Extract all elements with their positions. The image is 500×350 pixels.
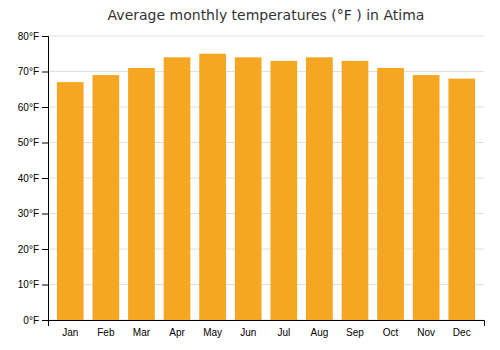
y-tick-mark: [42, 143, 48, 144]
y-tick-mark: [42, 285, 48, 286]
x-tick: Jul: [277, 327, 290, 338]
y-tick-label: 70°F: [18, 66, 39, 77]
y-tick-label: 10°F: [18, 279, 39, 290]
x-tick: Sep: [346, 327, 364, 338]
x-tick: Feb: [97, 327, 115, 338]
y-tick-label: 0°F: [23, 315, 39, 326]
x-tick-label: Aug: [310, 327, 328, 338]
x-tick-label: Mar: [133, 327, 151, 338]
x-tick: May: [203, 327, 222, 338]
bar: [57, 82, 84, 320]
x-tick-label: Jun: [240, 327, 256, 338]
y-tick: 60°F: [18, 102, 48, 113]
grid: [48, 36, 484, 320]
x-tick: Oct: [383, 327, 399, 338]
x-tick: Aug: [310, 327, 328, 338]
bar: [92, 75, 119, 320]
chart: 0°F 10°F 20°F 30°F 40°F 50°F 60°F 70°F 80°F Jan Fe…: [0, 0, 500, 350]
y-tick: 80°F: [18, 31, 48, 42]
x-tick: Apr: [169, 327, 185, 338]
y-tick-label: 40°F: [18, 173, 39, 184]
bar: [199, 54, 226, 320]
y-tick: 70°F: [18, 66, 48, 77]
bar: [413, 75, 440, 320]
y-axis-line: [42, 37, 49, 321]
y-tick-label: 20°F: [18, 244, 39, 255]
y-tick-mark: [42, 320, 48, 321]
y-tick-mark: [42, 249, 48, 250]
x-tick-label: Jul: [277, 327, 290, 338]
y-tick: 50°F: [18, 137, 48, 148]
x-tick: Jan: [62, 327, 78, 338]
x-tick-label: Sep: [346, 327, 364, 338]
bar: [448, 79, 475, 320]
y-tick-mark: [42, 214, 48, 215]
x-tick: Dec: [453, 327, 471, 338]
y-tick-mark: [42, 36, 48, 37]
y-tick-label: 60°F: [18, 102, 39, 113]
grid-line: [48, 71, 484, 72]
y-tick: 30°F: [18, 208, 48, 219]
title: Average monthly temperatures (°F ) in At…: [108, 7, 425, 23]
x-tick: Nov: [417, 327, 435, 338]
y-tick-label: 50°F: [18, 137, 39, 148]
x-tick: Jun: [240, 327, 256, 338]
x-tick-label: Feb: [97, 327, 115, 338]
bars: [57, 54, 475, 320]
x-tick-label: Jan: [62, 327, 78, 338]
bar: [128, 68, 155, 320]
y-axis: 0°F 10°F 20°F 30°F 40°F 50°F 60°F 70°F 80°F: [18, 31, 49, 326]
y-tick: 0°F: [23, 315, 48, 326]
y-tick: 40°F: [18, 173, 48, 184]
x-tick-label: Apr: [169, 327, 185, 338]
plot: 0°F 10°F 20°F 30°F 40°F 50°F 60°F 70°F 80°F Jan Fe…: [18, 31, 485, 338]
x-tick: Mar: [133, 327, 151, 338]
y-tick-mark: [42, 107, 48, 108]
bar: [342, 61, 369, 320]
y-tick-label: 30°F: [18, 208, 39, 219]
x-axis: Jan Feb Mar Apr May Jun Jul Aug Sep Oct Nov Dec: [49, 321, 485, 339]
y-tick: 10°F: [18, 279, 48, 290]
bar: [270, 61, 297, 320]
x-tick-label: May: [203, 327, 222, 338]
y-tick-label: 80°F: [18, 31, 39, 42]
y-tick-mark: [42, 178, 48, 179]
x-tick-label: Oct: [383, 327, 399, 338]
x-axis-line: [49, 321, 485, 327]
bar: [164, 57, 191, 320]
y-tick-mark: [42, 72, 48, 73]
x-tick-label: Dec: [453, 327, 471, 338]
bar: [306, 57, 333, 320]
grid-line: [48, 36, 484, 37]
bar: [377, 68, 404, 320]
x-tick-label: Nov: [417, 327, 435, 338]
y-tick: 20°F: [18, 244, 48, 255]
bar: [235, 57, 262, 320]
